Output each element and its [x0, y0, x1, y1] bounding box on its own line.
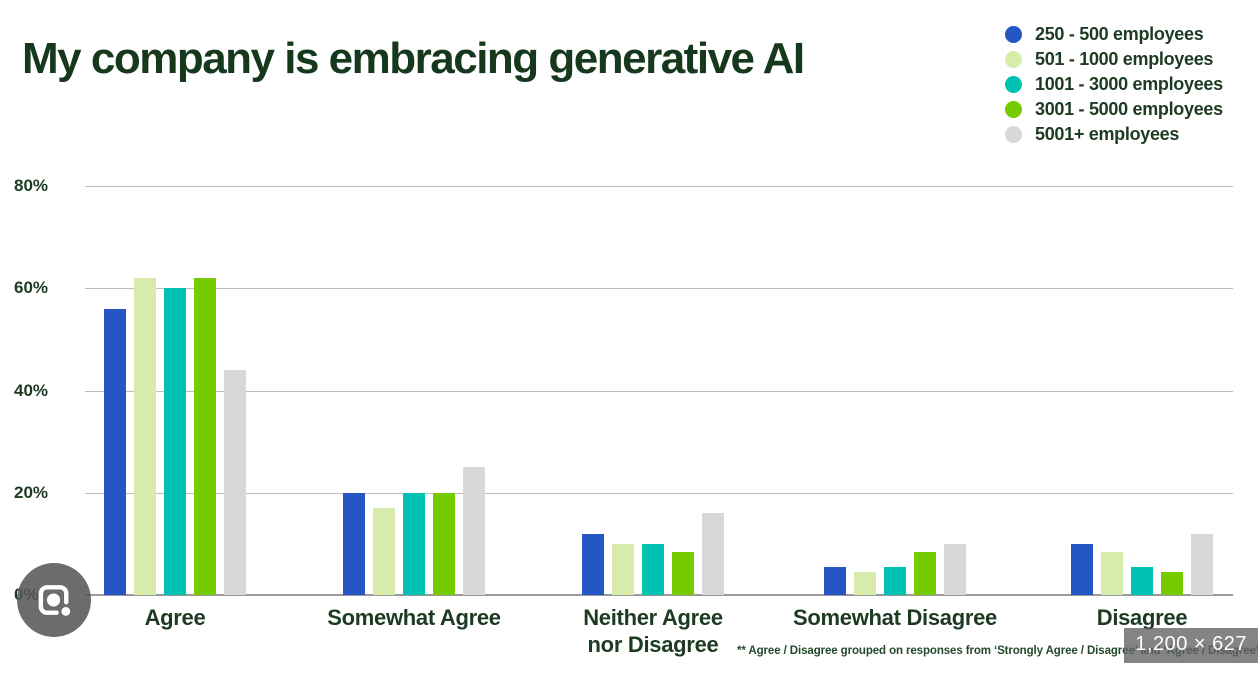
image-size-badge: 1,200 × 627: [1124, 628, 1258, 663]
bar: [884, 566, 906, 595]
bar: [672, 551, 694, 595]
legend-color-dot: [1005, 126, 1022, 143]
bar: [1101, 551, 1123, 595]
legend-item: 1001 - 3000 employees: [1005, 72, 1223, 97]
legend-color-dot: [1005, 101, 1022, 118]
legend-item: 501 - 1000 employees: [1005, 47, 1223, 72]
x-axis-line: [85, 594, 1233, 596]
bar-group-agree: [104, 186, 246, 595]
legend-label: 250 - 500 employees: [1035, 24, 1204, 44]
bar: [642, 543, 664, 595]
bar: [373, 508, 395, 595]
bar: [1131, 566, 1153, 595]
gridline-20%: [85, 492, 1233, 494]
bar: [914, 551, 936, 595]
x-axis-label: Disagree: [1096, 605, 1188, 630]
chart-legend: 250 - 500 employees 501 - 1000 employees 1…: [1005, 22, 1223, 147]
x-axis-label: Somewhat Agree: [327, 605, 501, 630]
bar-group-neither-agree-nor-disagree: [582, 186, 724, 595]
legend-item: 5001+ employees: [1005, 122, 1223, 147]
bar: [104, 308, 126, 595]
x-axis-label: Somewhat Disagree: [793, 605, 997, 630]
google-lens-camera-icon: [33, 579, 75, 621]
bar: [1191, 533, 1213, 595]
legend-label: 1001 - 3000 employees: [1035, 74, 1223, 94]
bar: [612, 543, 634, 595]
plot-area: Agree Somewhat Agree Neither Agree nor Dis…: [85, 186, 1233, 657]
gridline-40%: [85, 390, 1233, 392]
bar: [224, 370, 246, 595]
bar: [463, 467, 485, 595]
google-lens-button[interactable]: [17, 563, 91, 637]
y-tick-label: 40%: [14, 380, 49, 400]
bar: [403, 492, 425, 595]
bar: [824, 566, 846, 595]
bar: [1161, 572, 1183, 595]
bar: [702, 513, 724, 595]
bar-group-somewhat-agree: [343, 186, 485, 595]
bar: [582, 533, 604, 595]
y-tick-label: 80%: [14, 176, 49, 195]
bar: [194, 278, 216, 595]
legend-item: 3001 - 5000 employees: [1005, 97, 1223, 122]
legend-label: 501 - 1000 employees: [1035, 49, 1214, 69]
legend-item: 250 - 500 employees: [1005, 22, 1223, 47]
chart-title: My company is embracing generative AI: [22, 34, 805, 83]
bar-group-disagree: [1071, 186, 1213, 595]
bar: [433, 492, 455, 595]
legend-label: 5001+ employees: [1035, 124, 1180, 144]
x-axis-label: Neither Agree nor Disagree: [583, 605, 723, 657]
bar: [854, 572, 876, 595]
gridline-60%: [85, 288, 1233, 290]
bar: [164, 288, 186, 595]
y-tick-label: 60%: [14, 278, 49, 298]
legend-color-dot: [1005, 26, 1022, 43]
x-axis-label: Agree: [144, 605, 206, 630]
bar: [1071, 543, 1093, 595]
legend-color-dot: [1005, 51, 1022, 68]
bar: [343, 492, 365, 595]
legend-color-dot: [1005, 76, 1022, 93]
legend-label: 3001 - 5000 employees: [1035, 99, 1223, 119]
y-tick-label: 20%: [14, 482, 49, 502]
gridline-80%: [85, 186, 1233, 187]
bar: [944, 543, 966, 595]
bar: [134, 278, 156, 595]
bar-group-somewhat-disagree: [824, 186, 966, 595]
